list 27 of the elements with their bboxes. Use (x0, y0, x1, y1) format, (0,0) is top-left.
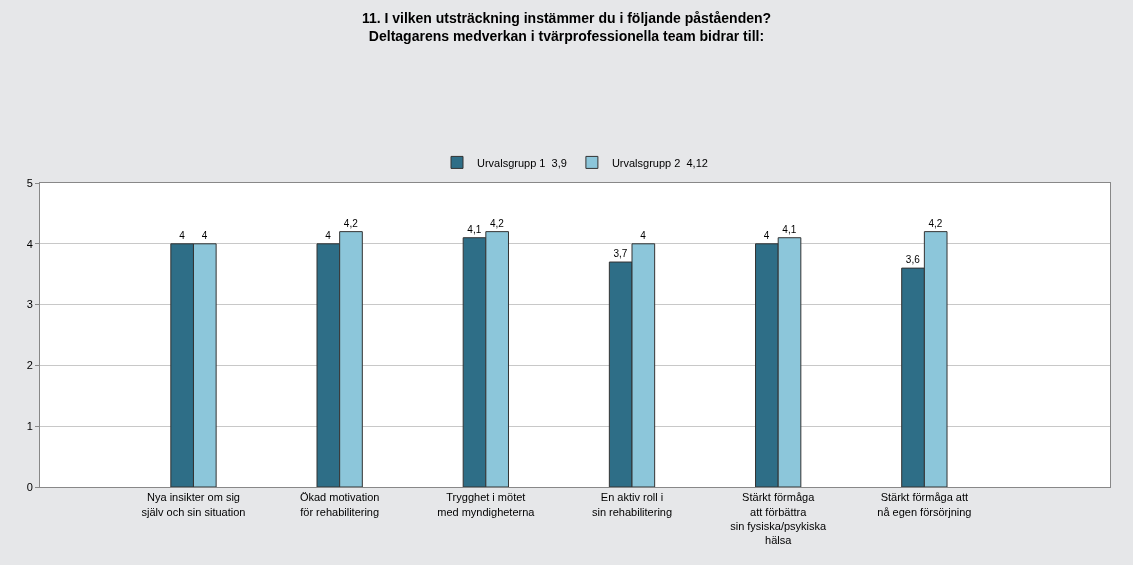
y-tick-label: 0 (26, 480, 33, 493)
x-tick-label: Trygghet i mötet med myndigheterna (437, 491, 536, 518)
x-tick-label: Ökad motivation för rehabilitering (299, 491, 380, 518)
data-label: 4 (201, 229, 208, 241)
y-tick-label: 2 (26, 359, 33, 372)
data-label: 4 (179, 229, 186, 241)
data-label: 4,1 (467, 223, 482, 235)
y-tick-label: 4 (26, 237, 33, 250)
x-tick-label: Stärkt förmåga att förbättra sin fysiska/psykiska hälsa (730, 491, 828, 547)
data-label: 3,7 (613, 248, 628, 260)
legend-label: Urvalsgrupp 1 3,9 (477, 156, 567, 169)
y-tick-label: 3 (26, 298, 33, 311)
chart-title: 11. I vilken utsträckning instämmer du i följande påståenden? Deltagarens medverkan i tvärprofessionella team bidrar till: (361, 9, 772, 44)
y-tick-label: 5 (26, 176, 33, 189)
y-tick-label: 1 (26, 420, 33, 433)
x-tick-label: Nya insikter om sig själv och sin situation (141, 491, 246, 518)
data-label: 4,2 (928, 217, 943, 229)
data-label: 4 (763, 229, 770, 241)
x-tick-label: En aktiv roll i sin rehabilitering (591, 491, 673, 518)
data-label: 3,6 (905, 254, 921, 266)
data-label: 4,1 (782, 223, 797, 235)
legend-label: Urvalsgrupp 2 4,12 (611, 156, 708, 169)
x-tick-label: Stärkt förmåga att nå egen försörjning (877, 491, 972, 518)
data-label: 4,2 (343, 217, 359, 229)
data-label: 4 (640, 229, 647, 241)
data-label: 4 (325, 229, 332, 241)
data-label: 4,2 (489, 217, 505, 229)
